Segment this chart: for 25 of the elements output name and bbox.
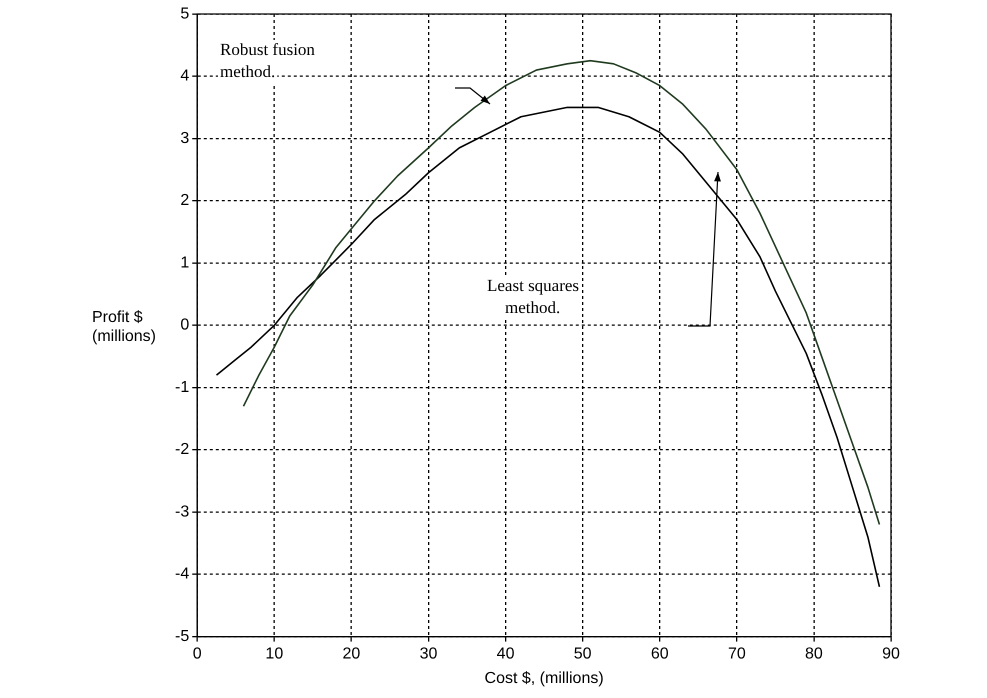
y-tick-label: 4 [180, 68, 190, 85]
x-tick-label: 40 [496, 646, 515, 663]
y-tick-label: 3 [180, 130, 190, 147]
annotation: Least squares method. [487, 276, 580, 317]
y-tick-label: 0 [180, 316, 190, 334]
y-tick-label: -3 [174, 503, 190, 520]
y-tick-label: -4 [174, 566, 190, 583]
y-axis-title: Profit $ (millions) [92, 308, 157, 346]
y-tick-label: 2 [180, 192, 190, 210]
x-tick-label: 70 [728, 646, 746, 663]
x-tick-label: 0 [192, 646, 202, 663]
y-tick-label: 1 [180, 254, 190, 272]
x-tick-label: 80 [805, 646, 823, 663]
x-tick-label: 30 [420, 646, 438, 663]
x-tick-label: 90 [882, 646, 900, 663]
x-axis-title: Cost $, (millions) [484, 670, 604, 687]
y-tick-label: -1 [174, 378, 190, 396]
y-tick-label: -5 [174, 628, 190, 646]
annotation: Robust fusion method. [220, 40, 316, 81]
y-tick-label: -2 [174, 441, 190, 458]
x-tick-label: 10 [265, 646, 284, 663]
x-tick-label: 20 [342, 646, 360, 663]
x-tick-label: 60 [650, 646, 669, 663]
x-tick-label: 50 [574, 646, 592, 663]
y-tick-label: 5 [180, 5, 190, 22]
